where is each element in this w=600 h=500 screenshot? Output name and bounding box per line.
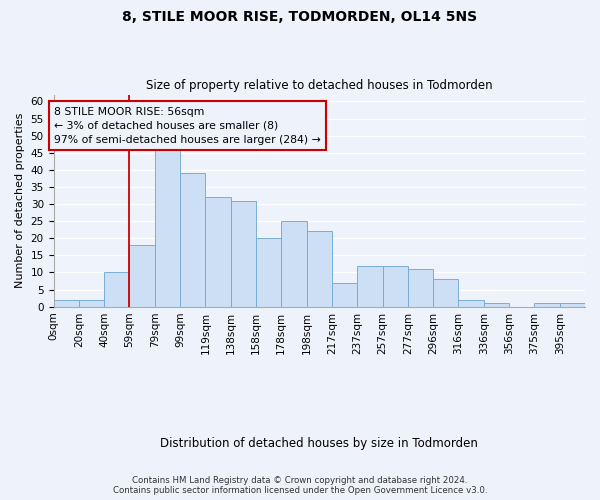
- Bar: [79, 300, 104, 306]
- Bar: [205, 197, 230, 306]
- X-axis label: Distribution of detached houses by size in Todmorden: Distribution of detached houses by size …: [160, 437, 478, 450]
- Bar: [281, 221, 307, 306]
- Y-axis label: Number of detached properties: Number of detached properties: [15, 113, 25, 288]
- Bar: [332, 282, 357, 306]
- Bar: [256, 238, 281, 306]
- Bar: [383, 266, 408, 306]
- Bar: [53, 300, 79, 306]
- Title: Size of property relative to detached houses in Todmorden: Size of property relative to detached ho…: [146, 79, 493, 92]
- Text: 8, STILE MOOR RISE, TODMORDEN, OL14 5NS: 8, STILE MOOR RISE, TODMORDEN, OL14 5NS: [122, 10, 478, 24]
- Bar: [408, 269, 433, 306]
- Bar: [155, 136, 180, 306]
- Text: Contains HM Land Registry data © Crown copyright and database right 2024.
Contai: Contains HM Land Registry data © Crown c…: [113, 476, 487, 495]
- Bar: [130, 245, 155, 306]
- Bar: [560, 304, 585, 306]
- Bar: [535, 304, 560, 306]
- Text: 8 STILE MOOR RISE: 56sqm
← 3% of detached houses are smaller (8)
97% of semi-det: 8 STILE MOOR RISE: 56sqm ← 3% of detache…: [54, 106, 321, 144]
- Bar: [357, 266, 383, 306]
- Bar: [307, 232, 332, 306]
- Bar: [230, 200, 256, 306]
- Bar: [484, 304, 509, 306]
- Bar: [180, 173, 205, 306]
- Bar: [104, 272, 130, 306]
- Bar: [433, 280, 458, 306]
- Bar: [458, 300, 484, 306]
